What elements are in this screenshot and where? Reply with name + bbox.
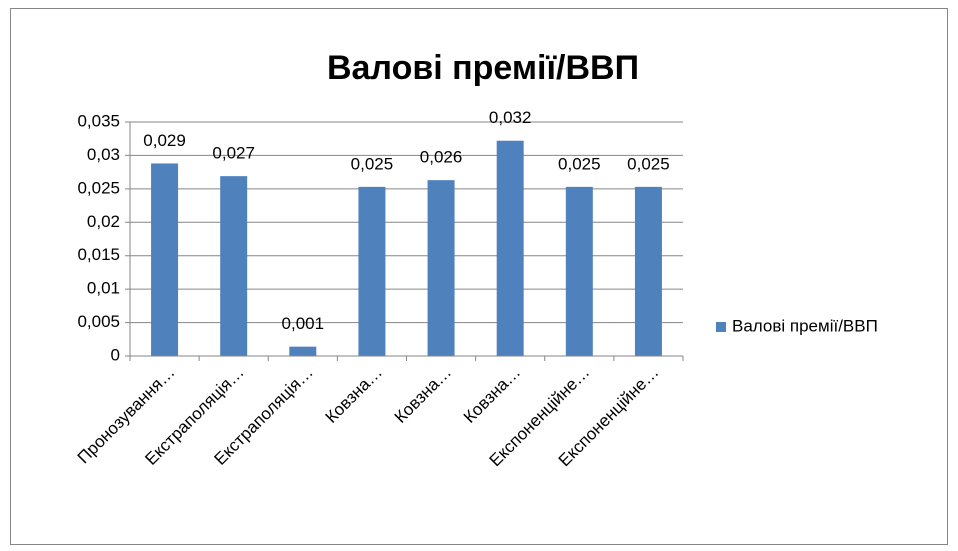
y-tick-label: 0,035 (77, 111, 120, 130)
y-tick-label: 0,02 (87, 212, 120, 231)
chart-title: Валові премії/ВВП (327, 49, 639, 87)
data-label: 0,029 (143, 131, 186, 150)
data-label: 0,025 (558, 154, 601, 173)
legend-swatch (716, 322, 726, 332)
data-label: 0,032 (489, 108, 532, 127)
bar (634, 186, 662, 356)
bar (427, 180, 455, 356)
y-tick-label: 0,005 (77, 312, 120, 331)
data-label: 0,026 (420, 148, 463, 167)
y-tick-label: 0 (111, 345, 120, 364)
legend-label: Валові премії/ВВП (732, 316, 878, 335)
y-tick-label: 0,01 (87, 279, 120, 298)
bar (358, 186, 386, 356)
bar (289, 346, 317, 356)
y-tick-label: 0,025 (77, 178, 120, 197)
data-label: 0,001 (282, 314, 325, 333)
bar (220, 176, 248, 356)
y-tick-label: 0,03 (87, 145, 120, 164)
bar (496, 140, 524, 356)
data-label: 0,025 (627, 154, 670, 173)
data-label: 0,027 (212, 144, 255, 163)
bar (151, 163, 179, 356)
data-label: 0,025 (351, 154, 394, 173)
y-tick-label: 0,015 (77, 245, 120, 264)
bar (565, 186, 593, 356)
